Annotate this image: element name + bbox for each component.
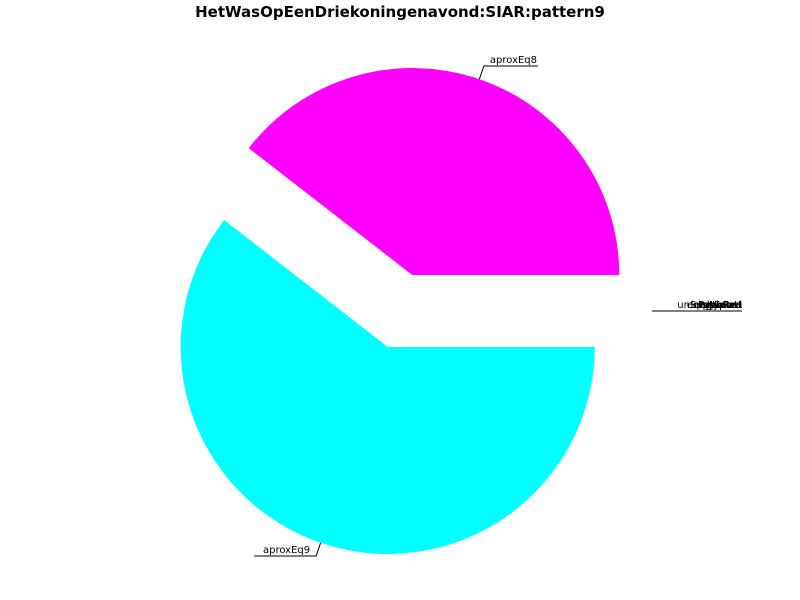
pie-slice-aproxEq8: [248, 68, 620, 276]
slice-label-unSupported: unSupported: [677, 300, 742, 311]
slice-label-eqIsAlmost: eqIsAlmost: [687, 300, 742, 311]
pie-slice-aproxEq9: [180, 220, 595, 554]
slice-label-dtypeRed: dtypeRed: [694, 300, 742, 311]
leader-line-aproxEq8: [478, 65, 538, 80]
slice-label-bypass: bypass: [707, 300, 742, 311]
slice-label-PatScore: PatScore: [698, 300, 742, 311]
slice-label-aproxEq8: aproxEq8: [490, 55, 537, 66]
leader-line-aproxEq9: [254, 542, 322, 557]
slice-label-aproxEq9: aproxEq9: [263, 545, 310, 556]
slice-label-lengthPatt: lengthPatt: [691, 300, 743, 311]
chart-title: HetWasOpEenDriekoningenavond:SIAR:patter…: [195, 3, 605, 21]
